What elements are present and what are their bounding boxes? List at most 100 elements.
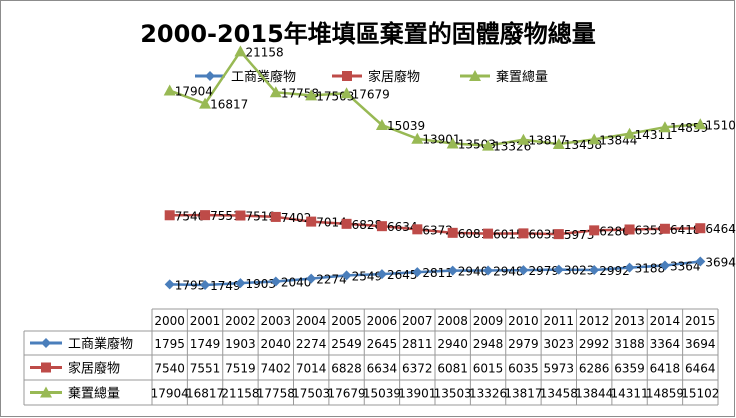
data-label: 15039: [387, 119, 425, 133]
data-point: [552, 138, 565, 150]
data-point: [200, 210, 211, 221]
table-header-cell: 2013: [614, 314, 645, 328]
table-header-cell: 2011: [544, 314, 575, 328]
data-label: 7519: [245, 210, 276, 224]
table-legend-marker-0: [41, 338, 51, 348]
data-point: [199, 97, 212, 109]
table-cell: 6372: [402, 362, 433, 376]
data-label: 7540: [175, 209, 206, 223]
table-cell: 14859: [646, 387, 684, 401]
table-cell: 2992: [579, 337, 610, 351]
table-cell: 15102: [681, 387, 719, 401]
data-point: [482, 139, 495, 151]
table-header-cell: 2002: [225, 314, 256, 328]
data-label: 2549: [352, 269, 383, 283]
data-point: [589, 264, 600, 275]
legend-marker-2: [469, 70, 481, 81]
table-cell: 2948: [473, 337, 504, 351]
data-label: 21158: [245, 45, 283, 59]
table-header-cell: 2015: [685, 314, 716, 328]
table-header-cell: 2003: [261, 314, 292, 328]
series-line-2: [169, 50, 701, 147]
table-legend-marker-1: [41, 362, 51, 373]
data-point: [235, 278, 246, 289]
table-cell: 15039: [363, 387, 401, 401]
legend-label-1: 家居廢物: [368, 69, 420, 85]
table-cell: 13503: [434, 387, 472, 401]
table-cell: 6359: [614, 362, 645, 376]
table-header-cell: 2009: [473, 314, 504, 328]
data-point: [553, 264, 564, 275]
table-cell: 2940: [437, 337, 468, 351]
data-table: 2000 2001 2002 2003 2004 2005 2006 2007 2008 2009…: [23, 308, 719, 406]
data-point: [518, 265, 529, 276]
data-label: 2040: [281, 275, 312, 289]
table-cell: 6828: [331, 362, 362, 376]
data-point: [447, 265, 458, 276]
data-label: 5973: [564, 228, 595, 242]
data-label: 2948: [493, 265, 524, 279]
table-cell: 7519: [225, 362, 256, 376]
table-cell: 3023: [544, 337, 575, 351]
table-row-label-0: 工商業廢物: [68, 336, 133, 352]
data-label: 6015: [493, 228, 524, 242]
data-label: 2940: [458, 265, 489, 279]
table-cell: 17679: [327, 387, 365, 401]
table-cell: 6015: [473, 362, 504, 376]
data-label: 6418: [670, 223, 701, 237]
table-cell: 3364: [650, 337, 681, 351]
data-point: [623, 127, 636, 139]
table-cell: 7402: [261, 362, 292, 376]
series-line-1: [169, 213, 701, 236]
table-cell: 6634: [367, 362, 398, 376]
data-label: 6634: [387, 220, 418, 234]
data-point: [234, 45, 247, 57]
data-label: 3188: [635, 262, 666, 276]
table-cell: 2811: [402, 337, 433, 351]
data-point: [163, 84, 176, 96]
data-label: 6464: [705, 222, 736, 236]
data-label: 1903: [245, 277, 276, 291]
data-point: [412, 267, 423, 278]
table-cell: 13458: [540, 387, 578, 401]
data-label: 6286: [599, 224, 630, 238]
data-point: [447, 227, 458, 238]
series-line-0: [169, 260, 701, 287]
table-cell: 13844: [575, 387, 613, 401]
table-header-cell: 2004: [296, 314, 327, 328]
data-point: [269, 86, 282, 98]
data-point: [376, 221, 387, 232]
data-point: [624, 224, 635, 235]
series-0: 1795 1749 1903 2040 2274 2549 2645 2811 2940 2948…: [164, 256, 736, 293]
table-header-cell: 2012: [579, 314, 610, 328]
data-label: 17904: [175, 85, 213, 99]
data-point: [659, 223, 670, 234]
data-label: 3694: [705, 256, 736, 270]
table-header-cell: 2007: [402, 314, 433, 328]
data-point: [658, 121, 671, 133]
data-label: 2811: [422, 266, 453, 280]
table-cell: 2979: [508, 337, 539, 351]
series-2: 1790416817211581775817503176791503913901…: [163, 45, 736, 154]
data-label: 2979: [528, 264, 559, 278]
table-cell: 2040: [261, 337, 292, 351]
table-cell: 13901: [398, 387, 436, 401]
data-point: [446, 137, 459, 149]
data-point: [483, 228, 494, 239]
data-point: [305, 89, 318, 101]
table-header-cell: 2014: [650, 314, 681, 328]
table-header-cell: 2000: [154, 314, 185, 328]
table-cell: 2274: [296, 337, 327, 351]
table-cell: 13326: [469, 387, 507, 401]
data-point: [376, 269, 387, 280]
table-cell: 6464: [685, 362, 716, 376]
data-label: 1749: [210, 279, 241, 293]
data-label: 6372: [422, 223, 453, 237]
table-header-cell: 2006: [367, 314, 398, 328]
table-header-cell: 2001: [190, 314, 221, 328]
table-cell: 7540: [154, 362, 185, 376]
table-cell: 13817: [504, 387, 542, 401]
data-point: [695, 223, 706, 234]
